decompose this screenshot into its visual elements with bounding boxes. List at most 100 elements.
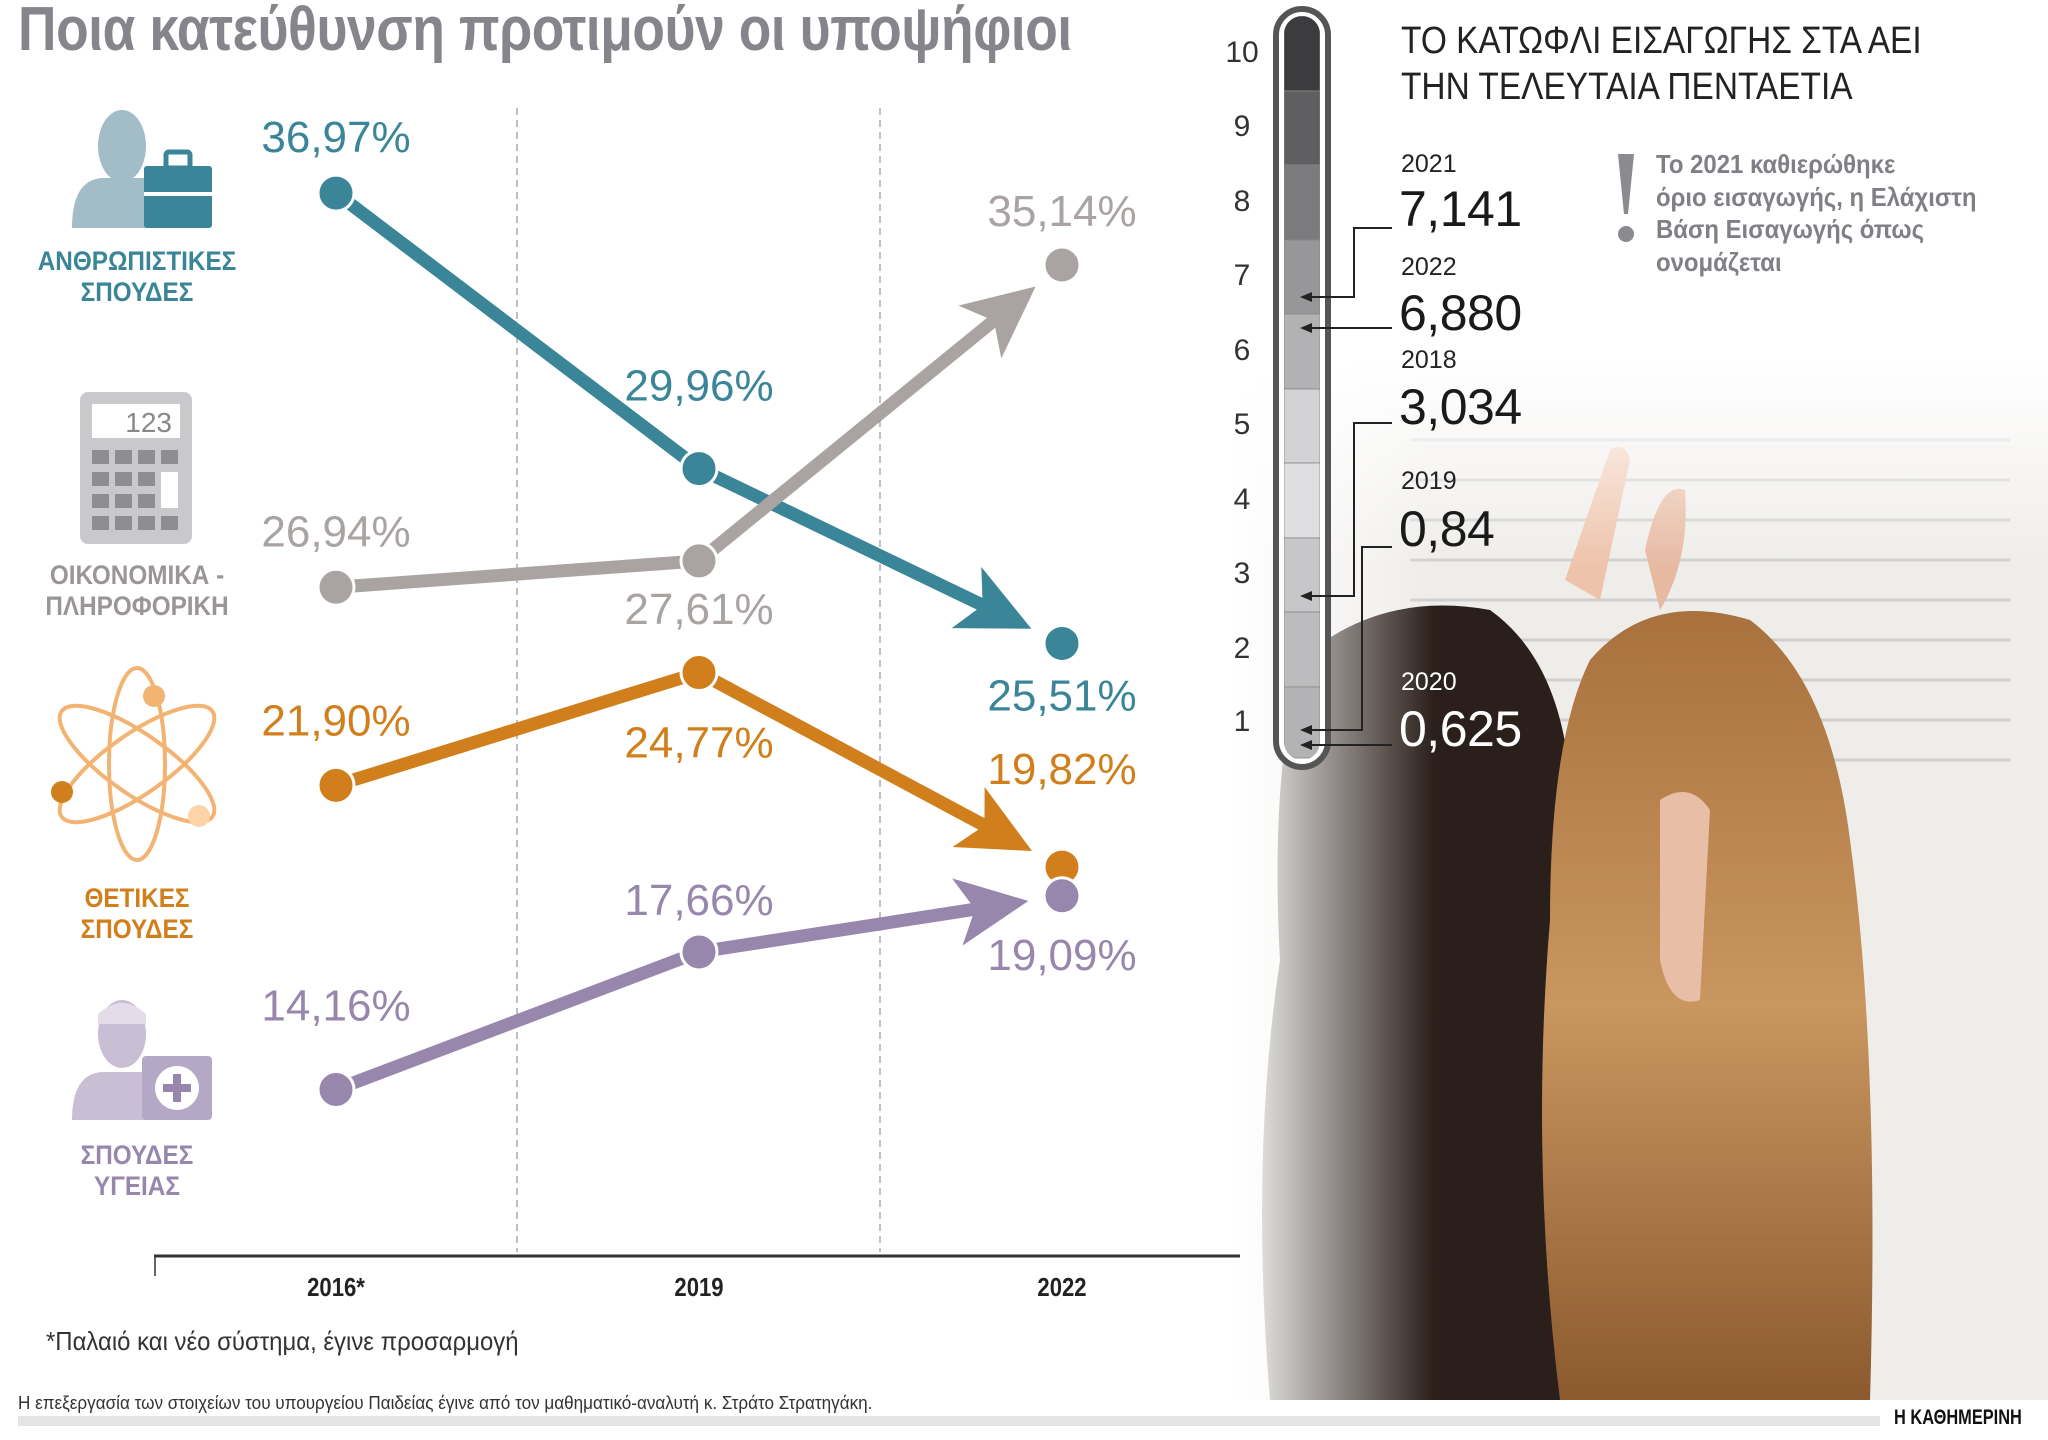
scale-tick: 9	[1233, 110, 1251, 143]
line-chart: 36,97% 29,96% 25,51% 26,94% 27,61% 35,14% 21,9…	[154, 108, 1240, 1276]
series-3: 14,16% 17,66% 19,09%	[261, 876, 1137, 1110]
scale-tick: 7	[1233, 259, 1251, 292]
divider	[18, 1416, 1880, 1426]
scale-band	[1284, 462, 1320, 539]
scale-band	[1284, 164, 1320, 241]
atom-icon	[51, 666, 217, 862]
data-point	[679, 653, 719, 693]
category-label-sciences: ΘΕΤΙΚΕΣ ΣΠΟΥΔΕΣ	[20, 883, 254, 945]
threshold-year: 2021	[1401, 150, 1457, 178]
note-line: ονομάζεται	[1656, 246, 1782, 277]
series-line	[695, 666, 988, 832]
scale-band	[1284, 388, 1320, 464]
data-point	[316, 1070, 356, 1110]
data-label: 35,14%	[987, 187, 1136, 236]
title-line: ΤΟ ΚΑΤΩΦΛΙ ΕΙΣΑΓΩΓΗΣ ΣΤΑ ΑΕΙ	[1401, 20, 1922, 62]
source-note: Η επεξεργασία των στοιχείων του υπουργεί…	[18, 1393, 873, 1413]
arrowhead	[951, 566, 1032, 629]
arrowhead	[952, 878, 1029, 946]
pointer-arrow	[1300, 323, 1312, 333]
data-label: 27,61%	[624, 585, 773, 634]
threshold-value: 6,880	[1399, 285, 1522, 341]
scale-band	[1284, 16, 1320, 92]
data-label: 25,51%	[987, 671, 1136, 720]
data-label: 14,16%	[261, 982, 410, 1031]
data-label: 17,66%	[624, 876, 773, 925]
data-point	[316, 567, 356, 607]
data-point	[679, 541, 719, 581]
series-line	[335, 554, 700, 594]
data-point	[679, 932, 719, 972]
data-point	[1042, 876, 1082, 916]
person-briefcase-icon	[72, 110, 212, 228]
label-line: ΘΕΤΙΚΕΣ	[84, 883, 190, 913]
category-label-health: ΣΠΟΥΔΕΣ ΥΓΕΙΑΣ	[20, 1140, 254, 1202]
series-line	[694, 315, 998, 566]
series-line	[334, 666, 701, 792]
label-line: ΣΠΟΥΔΕΣ	[80, 914, 194, 944]
data-point	[316, 765, 356, 805]
scale-tick: 1	[1233, 704, 1251, 738]
threshold-year: 2020	[1401, 668, 1457, 696]
threshold-year: 2018	[1401, 346, 1457, 374]
exclamation-icon	[1618, 154, 1634, 242]
series-line	[698, 902, 977, 959]
category-label-humanities: ΑΝΘΡΩΠΙΣΤΙΚΕΣ ΣΠΟΥΔΕΣ	[20, 246, 254, 308]
note-line: Το 2021 καθιερώθηκε	[1656, 149, 1896, 179]
data-label: 36,97%	[261, 113, 410, 162]
label-line: ΑΝΘΡΩΠΙΣΤΙΚΕΣ	[37, 246, 237, 276]
pointer-arrow	[1300, 292, 1312, 302]
data-point	[1042, 623, 1082, 663]
threshold-year: 2022	[1401, 253, 1457, 281]
threshold-value: 0,625	[1399, 701, 1522, 757]
threshold-value: 7,141	[1399, 181, 1522, 237]
calculator-icon: 123	[80, 392, 192, 544]
scale-tick: 6	[1233, 333, 1251, 367]
leader-line	[1306, 546, 1392, 731]
label-line: ΟΙΚΟΝΟΜΙΚΑ -	[49, 560, 225, 590]
person-medical-kit-icon	[72, 1000, 212, 1120]
label-line: ΥΓΕΙΑΣ	[94, 1171, 180, 1201]
threshold-value: 0,84	[1399, 501, 1495, 557]
series-line	[332, 187, 703, 474]
leader-line	[1306, 422, 1392, 597]
pointer-arrow	[1300, 591, 1312, 601]
data-label: 19,82%	[987, 745, 1136, 794]
data-label: 24,77%	[624, 719, 773, 768]
threshold-value: 3,034	[1399, 379, 1522, 435]
x-tick-label: 2022	[1037, 1272, 1087, 1302]
scale-band	[1284, 90, 1320, 166]
scale-tick: 4	[1233, 482, 1251, 516]
series-0: 36,97% 29,96% 25,51%	[261, 113, 1136, 720]
data-point	[316, 173, 356, 213]
arrowhead	[952, 787, 1033, 852]
students-photo	[1230, 360, 2048, 1400]
scale-tick: 3	[1233, 557, 1251, 590]
pointer-arrow	[1300, 725, 1312, 735]
note-line: όριο εισαγωγής, η Ελάχιστη	[1656, 181, 1977, 212]
data-label: 26,94%	[261, 507, 410, 556]
series-1: 26,94% 27,61% 35,14%	[261, 187, 1136, 634]
label-line: ΣΠΟΥΔΕΣ	[80, 1140, 194, 1170]
data-label: 21,90%	[261, 696, 410, 745]
threshold-year: 2019	[1401, 467, 1457, 495]
note-line: Βάση Εισαγωγής όπως	[1656, 214, 1925, 244]
series-line	[333, 945, 702, 1096]
data-label: 19,09%	[987, 931, 1136, 980]
scale-tick: 5	[1233, 408, 1251, 441]
threshold-title: ΤΟ ΚΑΤΩΦΛΙ ΕΙΣΑΓΩΓΗΣ ΣΤΑ ΑΕΙ ΤΗΝ ΤΕΛΕΥΤΑ…	[1401, 18, 1922, 110]
scale-band	[1284, 686, 1320, 759]
label-line: ΣΠΟΥΔΕΣ	[80, 277, 194, 307]
threshold-note: Το 2021 καθιερώθηκε όριο εισαγωγής, η Ελ…	[1656, 148, 1977, 278]
series-line	[696, 462, 986, 612]
leader-line	[1306, 227, 1392, 298]
arrowhead	[958, 286, 1036, 359]
x-tick-label: 2016*	[307, 1272, 365, 1302]
scale-band	[1284, 611, 1320, 688]
footnote: *Παλαιό και νέο σύστημα, έγινε προσαρμογ…	[46, 1326, 519, 1356]
page-title: Ποια κατεύθυνση προτιμούν οι υποψήφιοι	[18, 0, 1072, 64]
scale-band	[1284, 537, 1320, 613]
calculator-display: 123	[125, 407, 172, 438]
x-tick-label: 2019	[674, 1272, 724, 1302]
scale-tick: 2	[1233, 631, 1251, 665]
